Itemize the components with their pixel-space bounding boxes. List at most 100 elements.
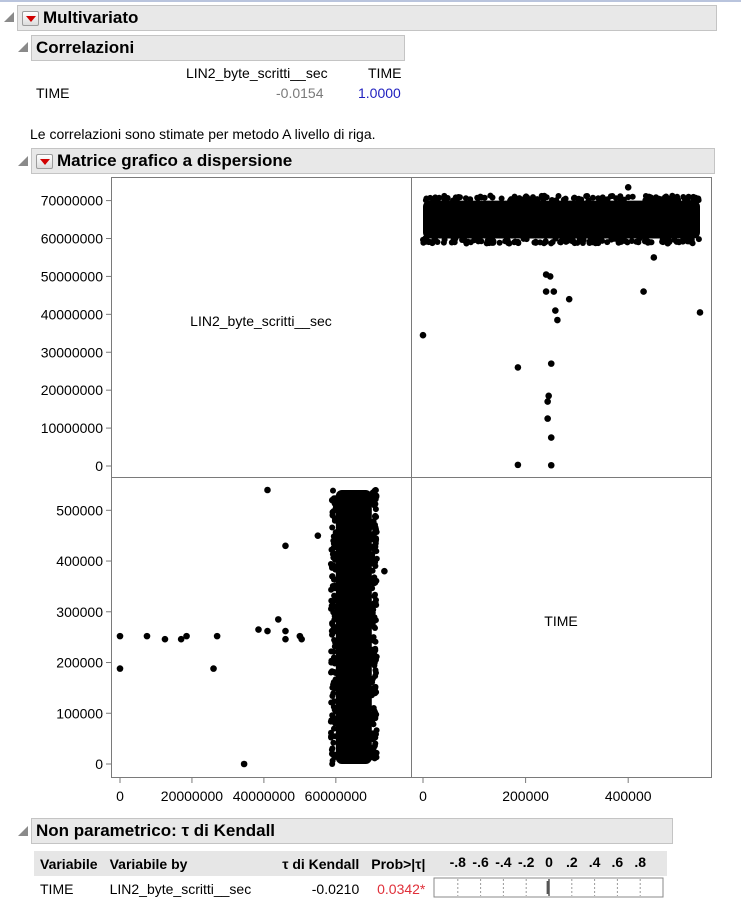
band-edge-point xyxy=(648,239,655,246)
scatter-matrix-header[interactable]: Matrice grafico a dispersione xyxy=(31,148,715,174)
kendall-bar-chart xyxy=(433,877,664,898)
band-edge-point xyxy=(328,546,335,553)
collapse-multivariate-icon[interactable] xyxy=(4,12,14,22)
band-edge-point xyxy=(451,239,458,246)
band-edge-point xyxy=(692,194,699,201)
y-tick-label: 0 xyxy=(95,458,103,474)
bar-scale-label: .4 xyxy=(589,854,601,870)
y-tick-label: 300000 xyxy=(56,604,103,620)
band-edge-point xyxy=(330,487,336,494)
band-edge-point xyxy=(329,512,336,519)
y-tick-label: 40000000 xyxy=(41,306,104,322)
band-edge-point xyxy=(332,708,339,715)
header-variabile-by: Variabile by xyxy=(103,851,258,876)
band-edge-point xyxy=(369,551,376,558)
header-prob: Prob>|τ| xyxy=(365,851,432,876)
band-edge-point xyxy=(679,238,686,245)
band-edge-point xyxy=(372,524,379,531)
bar-scale-label: -.6 xyxy=(473,854,490,870)
band-edge-point xyxy=(372,734,379,741)
diagonal-label-time: TIME xyxy=(544,613,577,629)
band-edge-point xyxy=(371,546,378,553)
collapse-nonparametric-icon[interactable] xyxy=(18,826,28,836)
correlation-row-label-time: TIME xyxy=(36,85,70,101)
collapse-correlations-icon[interactable] xyxy=(18,42,28,52)
band-edge-point xyxy=(534,196,541,203)
scatter-point xyxy=(546,273,554,280)
band-edge-point xyxy=(674,193,681,200)
band-edge-point xyxy=(633,238,640,245)
scatter-point xyxy=(314,532,322,539)
scatter-point xyxy=(161,635,169,643)
scatter-point xyxy=(328,750,336,758)
collapse-scatter-matrix-icon[interactable] xyxy=(18,156,28,166)
y-tick-label: 50000000 xyxy=(41,268,104,284)
x-tick-label: 200000 xyxy=(502,788,549,804)
bar-scale-label: .6 xyxy=(612,854,624,870)
scatter-point xyxy=(544,415,551,422)
band-edge-point xyxy=(332,641,339,648)
band-edge-point xyxy=(522,195,529,202)
scatter-point xyxy=(274,616,282,623)
scatter-point xyxy=(547,461,555,469)
band-edge-point xyxy=(369,654,376,661)
multivariate-header[interactable]: Multivariato xyxy=(17,5,717,31)
band-edge-point xyxy=(689,240,696,247)
band-edge-point xyxy=(611,235,618,242)
band-edge-point xyxy=(370,600,377,607)
scatter-point xyxy=(264,627,271,635)
correlations-title: Correlazioni xyxy=(36,38,135,57)
band-edge-point xyxy=(329,668,336,675)
band-edge-point xyxy=(331,698,338,705)
band-edge-point xyxy=(695,236,702,243)
band-edge-point xyxy=(369,679,376,686)
scatter-point xyxy=(419,331,427,339)
scatter-point xyxy=(554,316,561,324)
band-edge-point xyxy=(331,725,337,732)
band-edge-point xyxy=(444,195,451,201)
correlations-header[interactable]: Correlazioni xyxy=(31,35,405,61)
x-tick-label: 0 xyxy=(419,788,427,804)
band-edge-point xyxy=(370,560,377,567)
red-triangle-menu-icon[interactable] xyxy=(36,153,53,169)
band-edge-point xyxy=(580,237,587,243)
scatter-point xyxy=(282,635,289,643)
band-edge-point xyxy=(642,235,648,242)
band-edge-point xyxy=(330,603,337,610)
band-edge-point xyxy=(520,235,527,242)
nonparametric-header[interactable]: Non parametrico: τ di Kendall xyxy=(31,818,673,844)
scatter-point xyxy=(514,461,522,469)
band-edge-point xyxy=(562,195,569,202)
scatter-matrix-title: Matrice grafico a dispersione xyxy=(57,151,293,170)
band-edge-point xyxy=(629,193,636,200)
scatter-point xyxy=(550,288,558,295)
band-edge-point xyxy=(666,238,673,245)
scatter-point xyxy=(514,238,522,246)
band-edge-point xyxy=(542,238,549,245)
band-edge-point xyxy=(373,577,380,584)
band-edge-point xyxy=(548,240,555,247)
band-edge-point xyxy=(369,658,376,665)
scatter-point xyxy=(282,542,289,550)
y-tick-label: 400000 xyxy=(56,553,103,569)
y-tick-label: 0 xyxy=(95,756,103,772)
correlation-value-lin2: -0.0154 xyxy=(276,85,324,101)
band-edge-point xyxy=(613,195,620,202)
red-triangle-menu-icon[interactable] xyxy=(22,10,39,26)
correlations-note: Le correlazioni sono stimate per metodo … xyxy=(30,126,376,142)
kendall-table: Variabile Variabile by τ di Kendall Prob… xyxy=(34,851,668,902)
y-tick-label: 500000 xyxy=(56,502,103,518)
band-edge-point xyxy=(642,197,649,204)
band-edge-point xyxy=(434,197,441,204)
band-edge-point xyxy=(571,240,578,247)
window-top-line xyxy=(0,0,741,2)
band-edge-point xyxy=(331,576,338,583)
scatter-point xyxy=(143,632,151,640)
band-edge-point xyxy=(628,238,635,244)
band-edge-point xyxy=(328,648,335,655)
scatter-point xyxy=(422,235,429,242)
band-edge-point xyxy=(330,690,337,697)
bar-scale-label: 0 xyxy=(545,854,553,870)
x-tick-label: 40000000 xyxy=(233,788,296,804)
